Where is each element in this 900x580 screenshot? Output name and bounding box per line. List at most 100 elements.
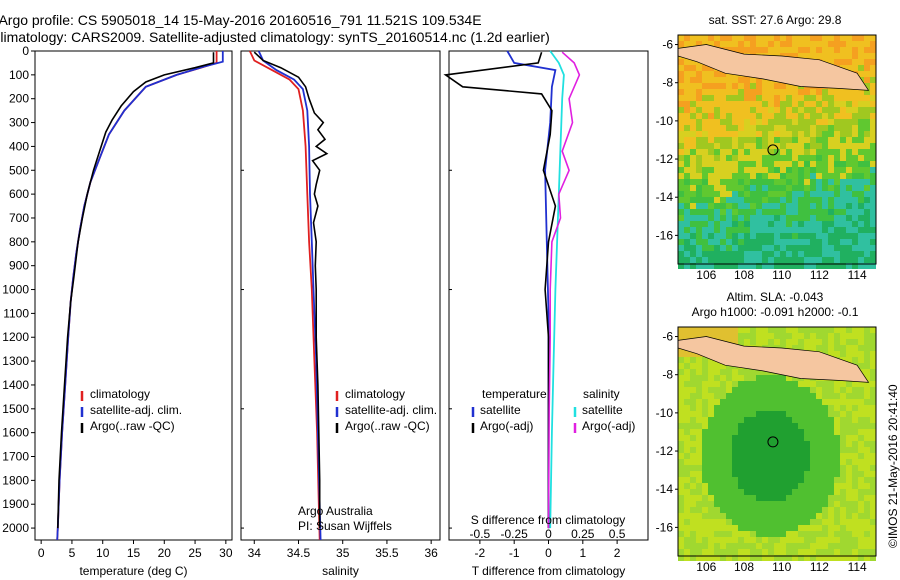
map-sla-cell [870, 387, 876, 393]
map-sst-cell [792, 263, 798, 269]
map-sla-cell [720, 423, 726, 429]
map-sla-cell [870, 537, 876, 543]
map-sla-cell [780, 495, 786, 501]
map-sst-cell [750, 179, 756, 185]
map-sst-cell [708, 239, 714, 245]
map-sla-cell [834, 393, 840, 399]
map-sst-cell [726, 185, 732, 191]
map-sst-cell [756, 167, 762, 173]
map-sst-cell [840, 233, 846, 239]
map-sla-cell [774, 501, 780, 507]
map-sst-cell [834, 155, 840, 161]
map-sst-cell [768, 35, 774, 41]
map-sla-cell [810, 453, 816, 459]
map-sst-cell [744, 89, 750, 95]
map-sst-cell [702, 179, 708, 185]
map-sla-cell [792, 447, 798, 453]
map-sla-cell [846, 351, 852, 357]
map-sla-cell [684, 531, 690, 537]
map-sst-cell [774, 227, 780, 233]
map-sla-cell [684, 435, 690, 441]
temperature-xtick-label: 5 [69, 546, 76, 560]
map-sst-cell [810, 47, 816, 53]
map-sst-cell [846, 149, 852, 155]
map-sst-cell [870, 245, 876, 251]
temperature-xaxis-label: temperature (deg C) [79, 564, 187, 578]
map-sst-cell [714, 185, 720, 191]
map-sst-cell [744, 227, 750, 233]
map-sla-cell [708, 525, 714, 531]
map-sla-cell [834, 333, 840, 339]
map-sst-cell [798, 227, 804, 233]
map-sla-cell [732, 417, 738, 423]
map-sst-cell [762, 89, 768, 95]
map-sla-cell [690, 387, 696, 393]
map-sla-cell [828, 387, 834, 393]
map-sst-cell [804, 215, 810, 221]
map-sla-cell [678, 465, 684, 471]
map-sst-cell [870, 143, 876, 149]
map-sla-cell [858, 429, 864, 435]
map-sla-cell [726, 549, 732, 555]
map-sst-cell [762, 125, 768, 131]
map-sla-cell [768, 375, 774, 381]
map-sla-cell [786, 489, 792, 495]
map-sst-cell [816, 143, 822, 149]
map-sst-cell [816, 131, 822, 137]
map-sla-cell [696, 513, 702, 519]
map-sst-cell [720, 35, 726, 41]
map-sla-cell [780, 459, 786, 465]
map-sst-cell [792, 149, 798, 155]
map-sst-cell [684, 185, 690, 191]
map-sst-cell [720, 251, 726, 257]
map-sla-cell [852, 381, 858, 387]
map-sst-cell [810, 251, 816, 257]
map-sla-cell [846, 381, 852, 387]
map-sst-cell [690, 71, 696, 77]
map-sst-cell [870, 185, 876, 191]
map-sst-cell [678, 191, 684, 197]
map-sst-cell [810, 137, 816, 143]
map-sst-cell [798, 113, 804, 119]
map-sst-cell [768, 239, 774, 245]
map-sla-cell [744, 399, 750, 405]
map-sst-cell [768, 119, 774, 125]
map-sst-cell [768, 89, 774, 95]
map-sla-cell [690, 375, 696, 381]
map-sst-cell [822, 257, 828, 263]
map-sla-cell [696, 417, 702, 423]
map-sst-cell [774, 47, 780, 53]
map-sst-cell [780, 119, 786, 125]
map-sst-cell [708, 107, 714, 113]
map-sst-cell [828, 89, 834, 95]
map-sla-cell [798, 531, 804, 537]
temperature-ytick-label: 1500 [2, 402, 29, 416]
map-sla-cell [780, 471, 786, 477]
map-sst-cell [828, 245, 834, 251]
map-sst-cell [768, 179, 774, 185]
map-sla-cell [786, 345, 792, 351]
map-sla-cell [840, 333, 846, 339]
map-sla-cell [852, 417, 858, 423]
map-sla-cell [762, 453, 768, 459]
map-sst-cell [858, 239, 864, 245]
map-sst-cell [750, 239, 756, 245]
map-sst-cell [858, 125, 864, 131]
map-sst-cell [858, 137, 864, 143]
map-sst-cell [696, 191, 702, 197]
map-sla-cell [816, 387, 822, 393]
map-sla-cell [702, 507, 708, 513]
map-sla-cell [858, 489, 864, 495]
map-sst-cell [846, 197, 852, 203]
map-sla-cell [828, 525, 834, 531]
map-sst-cell [696, 263, 702, 269]
map-sla-cell [702, 495, 708, 501]
map-sla-cell [768, 423, 774, 429]
map-sst-cell [714, 113, 720, 119]
salinity-annotation: PI: Susan Wijffels [298, 519, 392, 533]
map-sla-cell [684, 495, 690, 501]
map-sst-cell [732, 107, 738, 113]
map-sst-cell [774, 167, 780, 173]
map-sst-cell [810, 227, 816, 233]
map-sla-cell [738, 483, 744, 489]
